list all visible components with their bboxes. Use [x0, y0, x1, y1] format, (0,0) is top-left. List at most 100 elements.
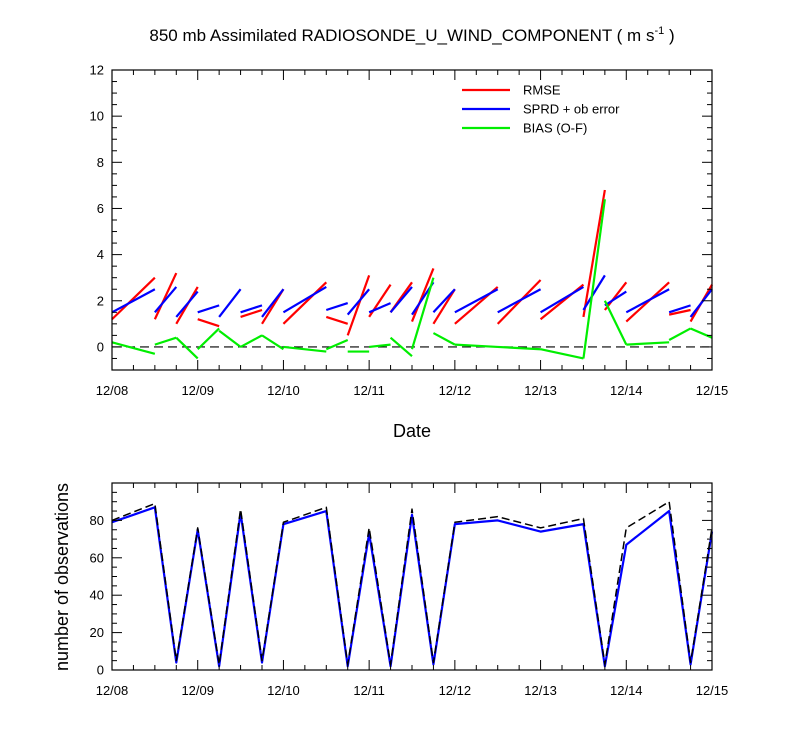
series-rmse-segment: [325, 315, 349, 325]
series-bias-segment: [175, 336, 199, 360]
series-sprd-ob-error-segment: [368, 302, 392, 314]
series-assimilated-observations: [111, 506, 714, 668]
bottom-plot-y-tick-label: 40: [90, 588, 104, 603]
chart-title: 850 mb Assimilated RADIOSONDE_U_WIND_COM…: [149, 25, 674, 45]
series-bias-segment: [432, 332, 456, 346]
top-plot-y-tick-label: 0: [97, 339, 104, 354]
series-sprd-ob-error-segment: [389, 286, 413, 314]
top-plot-y-tick-label: 8: [97, 155, 104, 170]
top-plot-y-tick-label: 2: [97, 293, 104, 308]
series-sprd-ob-error-segment: [454, 288, 499, 314]
series-sprd-ob-error-segment: [154, 286, 178, 314]
series-rmse-segment: [197, 318, 220, 328]
top-plot-series-layer: [111, 189, 713, 360]
legend-label-bias: BIAS (O-F): [523, 121, 587, 136]
bottom-plot-y-axis-title: number of observations: [52, 483, 72, 671]
series-rmse-segment: [582, 189, 606, 318]
series-sprd-ob-error-segment: [325, 302, 349, 312]
bottom-plot-y-tick-label: 80: [90, 513, 104, 528]
series-sprd-ob-error-segment: [240, 304, 263, 314]
series-sprd-ob-error-segment: [218, 288, 242, 318]
legend-label-sprd-ob-error: SPRD + ob error: [523, 102, 620, 117]
series-bias-segment: [261, 334, 285, 351]
bottom-plot-y-tick-label: 0: [97, 663, 104, 678]
series-bias-segment: [325, 338, 349, 351]
series-bias-segment: [690, 327, 713, 339]
bottom-plot-series-layer: [111, 500, 714, 668]
top-plot-legend: RMSE SPRD + ob error BIAS (O-F): [462, 83, 620, 136]
top-plot-x-tick-label: 12/12: [439, 383, 472, 398]
series-rmse-segment: [111, 276, 156, 321]
top-plot-y-tick-label: 12: [90, 63, 104, 78]
top-plot-y-tick-label: 10: [90, 109, 104, 124]
top-plot-x-tick-label: 12/11: [353, 383, 385, 398]
series-bias-segment: [626, 341, 670, 346]
series-sprd-ob-error-segment: [668, 304, 691, 314]
bottom-plot-x-tick-label: 12/08: [96, 683, 129, 698]
series-sprd-ob-error-segment: [497, 288, 542, 314]
series-bias-segment: [497, 345, 541, 351]
series-possible-observations: [111, 500, 713, 666]
series-sprd-ob-error-segment: [432, 288, 456, 314]
top-plot-x-tick-label: 12/08: [96, 383, 129, 398]
series-rmse-segment: [240, 308, 263, 318]
series-sprd-ob-error-segment: [175, 290, 199, 318]
top-plot-x-tick-label: 12/14: [610, 383, 643, 398]
series-sprd-ob-error-segment: [540, 285, 584, 314]
chart-title-superscript: -1: [654, 25, 664, 37]
series-bias-segment: [111, 341, 156, 355]
series-bias-segment: [196, 327, 220, 351]
bottom-plot-y-tick-label: 20: [90, 625, 104, 640]
series-sprd-ob-error: [111, 274, 713, 318]
series-sprd-ob-error-segment: [625, 288, 670, 314]
top-plot-x-tick-label: 12/15: [696, 383, 729, 398]
bottom-plot-x-tick-label: 12/10: [267, 683, 300, 698]
top-plot-y-tick-label: 4: [97, 247, 104, 262]
top-plot-x-tick-label: 12/10: [267, 383, 300, 398]
legend-label-rmse: RMSE: [523, 83, 561, 98]
series-rmse-segment: [282, 281, 328, 325]
top-plot-frame: [111, 69, 713, 371]
bottom-plot-x-tick-label: 12/11: [353, 683, 385, 698]
top-plot-x-axis-title: Date: [393, 421, 431, 441]
series-bias-segment: [389, 336, 413, 357]
series-sprd-ob-error-segment: [689, 288, 713, 318]
chart-title-main: 850 mb Assimilated RADIOSONDE_U_WIND_COM…: [149, 26, 654, 45]
top-plot-x-tick-label: 12/09: [181, 383, 214, 398]
bottom-plot-x-tick-label: 12/13: [524, 683, 557, 698]
series-bias-segment: [410, 277, 435, 350]
bottom-plot-axes: 12/08 12/09 12/10 12/11 12/12 12/13 12/14 12/15…: [90, 482, 729, 698]
top-plot-x-tick-label: 12/13: [524, 383, 557, 398]
series-sprd-ob-error-segment: [604, 290, 627, 307]
series-bias-segment: [369, 343, 391, 349]
chart-title-suffix: ): [664, 26, 674, 45]
top-plot-y-tick-label: 6: [97, 201, 104, 216]
top-plot-axes: 12/08 12/09 12/10 12/11 12/12 12/13 12/14 12/15…: [90, 63, 729, 399]
series-bias-segment: [540, 348, 584, 360]
bottom-plot-x-tick-label: 12/12: [439, 683, 472, 698]
series-sprd-ob-error-segment: [582, 274, 606, 311]
series-bias-segment: [218, 329, 242, 348]
series-sprd-ob-error-segment: [197, 304, 220, 314]
series-bias-segment: [154, 336, 177, 346]
series-bias-segment: [454, 343, 498, 349]
series-rmse-segment: [432, 288, 456, 325]
series-bias-segment: [240, 334, 263, 348]
series-bias-segment: [582, 199, 606, 359]
series-rmse-segment: [668, 308, 691, 316]
series-bias-segment: [603, 300, 628, 346]
series-rmse-segment: [410, 268, 435, 322]
bottom-plot-y-tick-label: 60: [90, 550, 104, 565]
bottom-plot-x-tick-label: 12/15: [696, 683, 729, 698]
series-bias: [111, 199, 713, 360]
series-sprd-ob-error-segment: [261, 288, 285, 318]
series-sprd-ob-error-segment: [346, 288, 370, 316]
series-bias-segment: [283, 345, 327, 353]
bottom-plot-x-tick-label: 12/09: [181, 683, 214, 698]
series-rmse-segment: [153, 272, 178, 320]
series-bias-segment: [668, 327, 692, 341]
series-sprd-ob-error-segment: [111, 288, 156, 314]
bottom-plot-x-tick-label: 12/14: [610, 683, 643, 698]
series-rmse-segment: [603, 281, 628, 311]
